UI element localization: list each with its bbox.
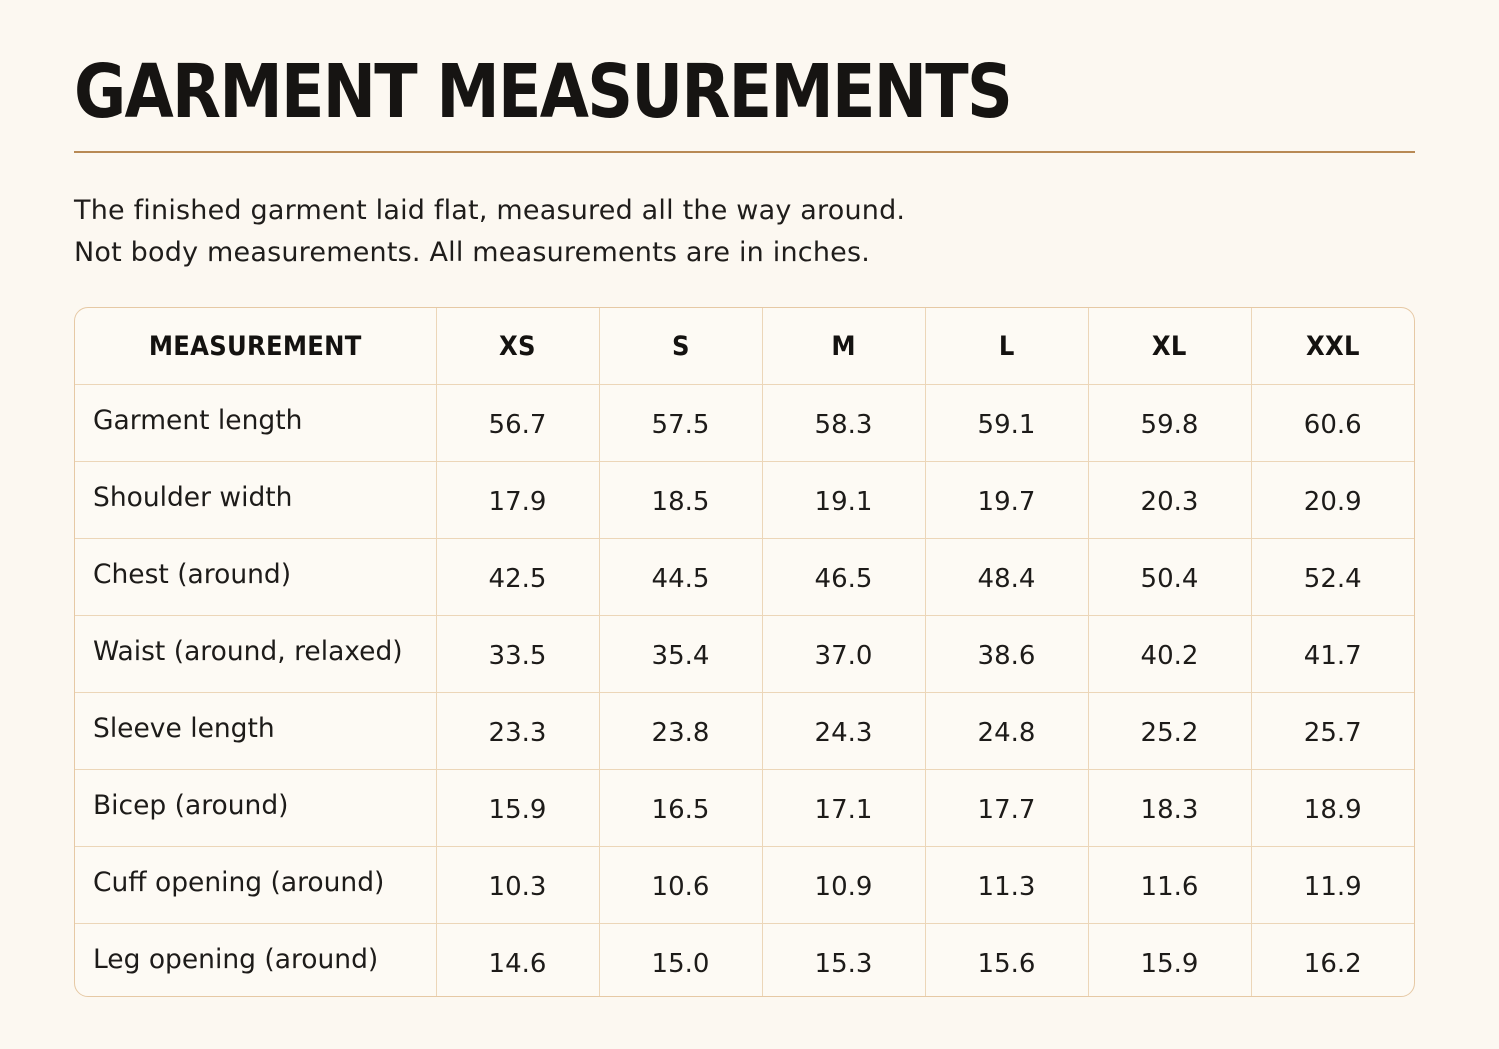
table-cell: 58.3 bbox=[762, 384, 926, 462]
table-cell: 18.3 bbox=[1088, 769, 1252, 847]
table-cell: 59.1 bbox=[925, 384, 1089, 462]
table-cell: 19.7 bbox=[925, 461, 1089, 539]
table-cell: 42.5 bbox=[436, 538, 600, 616]
header-measurement: MEASUREMENT bbox=[75, 308, 437, 385]
table-cell: 35.4 bbox=[599, 615, 763, 693]
table-cell: 24.8 bbox=[925, 692, 1089, 770]
description: The finished garment laid flat, measured… bbox=[74, 190, 905, 274]
table-cell: 14.6 bbox=[436, 923, 600, 996]
header-size-s: S bbox=[599, 308, 763, 385]
table-cell: 18.9 bbox=[1251, 769, 1414, 847]
table-cell: 16.5 bbox=[599, 769, 763, 847]
table-cell: 10.6 bbox=[599, 846, 763, 924]
table-cell: 18.5 bbox=[599, 461, 763, 539]
table-cell: 41.7 bbox=[1251, 615, 1414, 693]
table-cell: 15.9 bbox=[1088, 923, 1252, 996]
table-row: Shoulder width 17.9 18.5 19.1 19.7 20.3 20.9 bbox=[75, 461, 1414, 539]
table-cell: 11.6 bbox=[1088, 846, 1252, 924]
table-cell: 11.3 bbox=[925, 846, 1089, 924]
header-size-m: M bbox=[762, 308, 926, 385]
measurements-table-container: MEASUREMENT XS S M L XL XXL Garment leng… bbox=[74, 307, 1415, 997]
header-size-l: L bbox=[925, 308, 1089, 385]
table-cell: 44.5 bbox=[599, 538, 763, 616]
header-row: MEASUREMENT XS S M L XL XXL bbox=[75, 308, 1414, 385]
table-cell: 15.0 bbox=[599, 923, 763, 996]
measurements-table: MEASUREMENT XS S M L XL XXL Garment leng… bbox=[75, 308, 1414, 996]
table-cell: 10.9 bbox=[762, 846, 926, 924]
table-cell: 23.8 bbox=[599, 692, 763, 770]
row-label: Leg opening (around) bbox=[75, 923, 437, 996]
table-cell: 17.1 bbox=[762, 769, 926, 847]
table-cell: 59.8 bbox=[1088, 384, 1252, 462]
table-row: Garment length 56.7 57.5 58.3 59.1 59.8 60.6 bbox=[75, 384, 1414, 462]
table-cell: 20.9 bbox=[1251, 461, 1414, 539]
table-cell: 19.1 bbox=[762, 461, 926, 539]
table-row: Chest (around) 42.5 44.5 46.5 48.4 50.4 52.4 bbox=[75, 538, 1414, 616]
row-label: Waist (around, relaxed) bbox=[75, 615, 437, 693]
table-cell: 56.7 bbox=[436, 384, 600, 462]
table-cell: 15.6 bbox=[925, 923, 1089, 996]
row-label: Shoulder width bbox=[75, 461, 437, 539]
page-title: GARMENT MEASUREMENTS bbox=[74, 49, 1013, 135]
table-cell: 17.7 bbox=[925, 769, 1089, 847]
table-cell: 46.5 bbox=[762, 538, 926, 616]
table-row: Leg opening (around) 14.6 15.0 15.3 15.6 15.9… bbox=[75, 923, 1414, 996]
row-label: Bicep (around) bbox=[75, 769, 437, 847]
table-cell: 15.3 bbox=[762, 923, 926, 996]
table-cell: 15.9 bbox=[436, 769, 600, 847]
title-divider bbox=[74, 151, 1415, 153]
table-cell: 37.0 bbox=[762, 615, 926, 693]
header-size-xxl: XXL bbox=[1251, 308, 1414, 385]
table-cell: 48.4 bbox=[925, 538, 1089, 616]
header-size-xl: XL bbox=[1088, 308, 1252, 385]
table-cell: 57.5 bbox=[599, 384, 763, 462]
table-cell: 23.3 bbox=[436, 692, 600, 770]
table-row: Bicep (around) 15.9 16.5 17.1 17.7 18.3 18.9 bbox=[75, 769, 1414, 847]
table-cell: 11.9 bbox=[1251, 846, 1414, 924]
table-cell: 25.7 bbox=[1251, 692, 1414, 770]
table-cell: 40.2 bbox=[1088, 615, 1252, 693]
description-line-2: Not body measurements. All measurements … bbox=[74, 237, 870, 268]
description-line-1: The finished garment laid flat, measured… bbox=[74, 195, 906, 226]
table-cell: 25.2 bbox=[1088, 692, 1252, 770]
table-row: Waist (around, relaxed) 33.5 35.4 37.0 38.6 4… bbox=[75, 615, 1414, 693]
table-cell: 16.2 bbox=[1303, 949, 1362, 979]
table-body: Garment length 56.7 57.5 58.3 59.1 59.8 60.6 Sh… bbox=[75, 384, 1414, 996]
table-row: Sleeve length 23.3 23.8 24.3 24.8 25.2 25.7 bbox=[75, 692, 1414, 770]
table-cell: 50.4 bbox=[1088, 538, 1252, 616]
table-row: Cuff opening (around) 10.3 10.6 10.9 11.3 11.… bbox=[75, 846, 1414, 924]
row-label: Cuff opening (around) bbox=[75, 846, 437, 924]
row-label: Sleeve length bbox=[75, 692, 437, 770]
table-cell: 17.9 bbox=[436, 461, 600, 539]
table-cell: 38.6 bbox=[925, 615, 1089, 693]
table-cell: 20.3 bbox=[1088, 461, 1252, 539]
table-cell: 52.4 bbox=[1251, 538, 1414, 616]
table-cell: 10.3 bbox=[436, 846, 600, 924]
table-cell: 33.5 bbox=[436, 615, 600, 693]
row-label: Chest (around) bbox=[75, 538, 437, 616]
table-cell: 24.3 bbox=[762, 692, 926, 770]
row-label: Garment length bbox=[75, 384, 437, 462]
table-cell: 60.6 bbox=[1251, 384, 1414, 462]
header-size-xs: XS bbox=[436, 308, 600, 385]
